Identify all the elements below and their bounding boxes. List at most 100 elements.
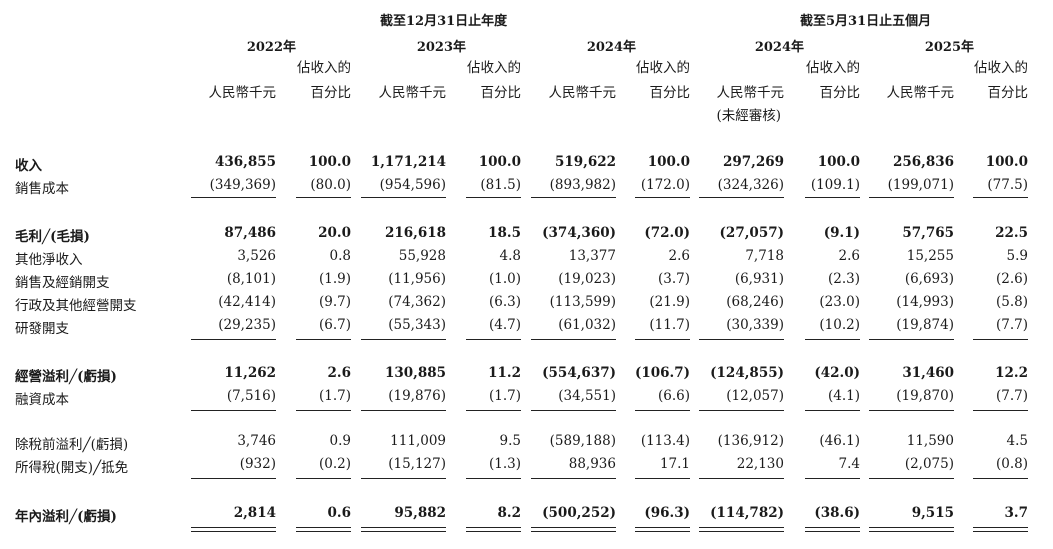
pct-cell: (38.6) <box>814 505 860 521</box>
amount-cell: (68,246) <box>726 294 784 310</box>
row-label: 銷售及經銷開支 <box>15 275 110 291</box>
pct-cell: 3.7 <box>1004 505 1029 521</box>
underline <box>191 197 276 198</box>
underline <box>869 339 954 340</box>
pct-cell: (11.7) <box>649 317 690 333</box>
pct-cell: 20.0 <box>318 225 351 241</box>
period-year: 2024年 <box>586 40 636 55</box>
pct-cell: (172.0) <box>640 177 690 193</box>
amount-cell: 1,171,214 <box>370 154 446 170</box>
row-label: 經營溢利╱(虧損) <box>15 369 117 385</box>
underline <box>466 410 521 411</box>
amount-cell: (30,339) <box>726 317 784 333</box>
pct-cell: (1.7) <box>318 388 351 404</box>
amount-cell: (61,032) <box>558 317 616 333</box>
amount-cell: (15,127) <box>388 456 446 472</box>
currency-header: 人民幣千元 <box>378 85 447 101</box>
amount-cell: 22,130 <box>736 456 784 472</box>
amount-cell: 3,746 <box>237 433 276 449</box>
underline <box>973 410 1028 411</box>
pct-cell: (106.7) <box>634 365 690 381</box>
amount-cell: (34,551) <box>558 388 616 404</box>
pct-cell: 7.4 <box>838 456 860 472</box>
amount-cell: 57,765 <box>902 225 954 241</box>
underline <box>869 197 954 198</box>
amount-cell: (19,876) <box>388 388 446 404</box>
pct-cell: (109.1) <box>810 177 860 193</box>
pct-cell: 22.5 <box>995 225 1028 241</box>
pct-cell: (1.0) <box>488 271 521 287</box>
currency-header: 人民幣千元 <box>208 85 277 101</box>
unaudited-note: (未經審核) <box>716 108 781 124</box>
pct-cell: 4.5 <box>1006 433 1028 449</box>
group-header-year-end: 截至12月31日止年度 <box>380 14 508 29</box>
amount-cell: (893,982) <box>549 177 616 193</box>
table-row: 年內溢利╱(虧損) 2,814 0.6 95,882 8.2 (500,252) (96.3… <box>0 505 1053 527</box>
pct-cell: (7.7) <box>995 388 1028 404</box>
pct-cell: 2.6 <box>838 248 860 264</box>
period-year: 2023年 <box>416 40 466 55</box>
table-row: 經營溢利╱(虧損) 11,262 2.6 130,885 11.2 (554,637) (1… <box>0 365 1053 387</box>
amount-cell: 88,936 <box>568 456 616 472</box>
pct-cell: (4.1) <box>827 388 860 404</box>
pct-cell: (9.1) <box>823 225 860 241</box>
amount-cell: (19,023) <box>558 271 616 287</box>
currency-header: 人民幣千元 <box>716 85 785 101</box>
pct-cell: (3.7) <box>657 271 690 287</box>
pct-cell: (6.3) <box>488 294 521 310</box>
pct-cell: (10.2) <box>819 317 860 333</box>
underline <box>361 339 446 340</box>
underline <box>973 339 1028 340</box>
underline <box>699 197 784 198</box>
underline <box>296 478 351 479</box>
pct-cell: 100.0 <box>478 154 521 170</box>
pct-cell: (1.3) <box>488 456 521 472</box>
underline <box>191 410 276 411</box>
period-year: 2025年 <box>924 40 974 55</box>
double-underline <box>699 527 784 532</box>
amount-cell: 216,618 <box>384 225 446 241</box>
amount-cell: 87,486 <box>224 225 276 241</box>
amount-cell: (124,855) <box>710 365 784 381</box>
amount-cell: 3,526 <box>237 248 276 264</box>
pct-cell: (77.5) <box>987 177 1028 193</box>
amount-cell: 15,255 <box>906 248 954 264</box>
pct-cell: 100.0 <box>985 154 1028 170</box>
pct-cell: (23.0) <box>819 294 860 310</box>
pct-header-line1: 佔收入的 <box>636 60 690 76</box>
table-row: 其他淨收入 3,526 0.8 55,928 4.8 13,377 2.6 7,718 2.6 1… <box>0 248 1053 270</box>
amount-cell: (7,516) <box>226 388 276 404</box>
amount-cell: (19,874) <box>896 317 954 333</box>
underline <box>635 478 690 479</box>
underline <box>869 478 954 479</box>
amount-cell: 436,855 <box>214 154 276 170</box>
pct-cell: (5.8) <box>995 294 1028 310</box>
amount-cell: 256,836 <box>892 154 954 170</box>
amount-cell: 95,882 <box>394 505 446 521</box>
amount-cell: (14,993) <box>896 294 954 310</box>
pct-cell: 4.8 <box>499 248 521 264</box>
double-underline <box>296 527 351 532</box>
pct-header-line2: 百分比 <box>987 85 1029 101</box>
underline <box>531 410 616 411</box>
underline <box>531 197 616 198</box>
amount-cell: (12,057) <box>726 388 784 404</box>
pct-cell: (2.3) <box>827 271 860 287</box>
amount-cell: (19,870) <box>896 388 954 404</box>
pct-header-line2: 百分比 <box>819 85 861 101</box>
double-underline <box>805 527 860 532</box>
row-label: 除稅前溢利╱(虧損) <box>15 437 129 453</box>
pct-cell: (1.7) <box>488 388 521 404</box>
amount-cell: (55,343) <box>388 317 446 333</box>
amount-cell: 519,622 <box>554 154 616 170</box>
row-label: 收入 <box>15 158 42 174</box>
pct-cell: (42.0) <box>814 365 860 381</box>
underline <box>191 339 276 340</box>
amount-cell: (374,360) <box>542 225 616 241</box>
underline <box>973 197 1028 198</box>
pct-header-line1: 佔收入的 <box>297 60 351 76</box>
pct-cell: 100.0 <box>647 154 690 170</box>
table-row: 收入 436,855 100.0 1,171,214 100.0 519,622 100.0… <box>0 154 1053 176</box>
pct-cell: 5.9 <box>1006 248 1028 264</box>
